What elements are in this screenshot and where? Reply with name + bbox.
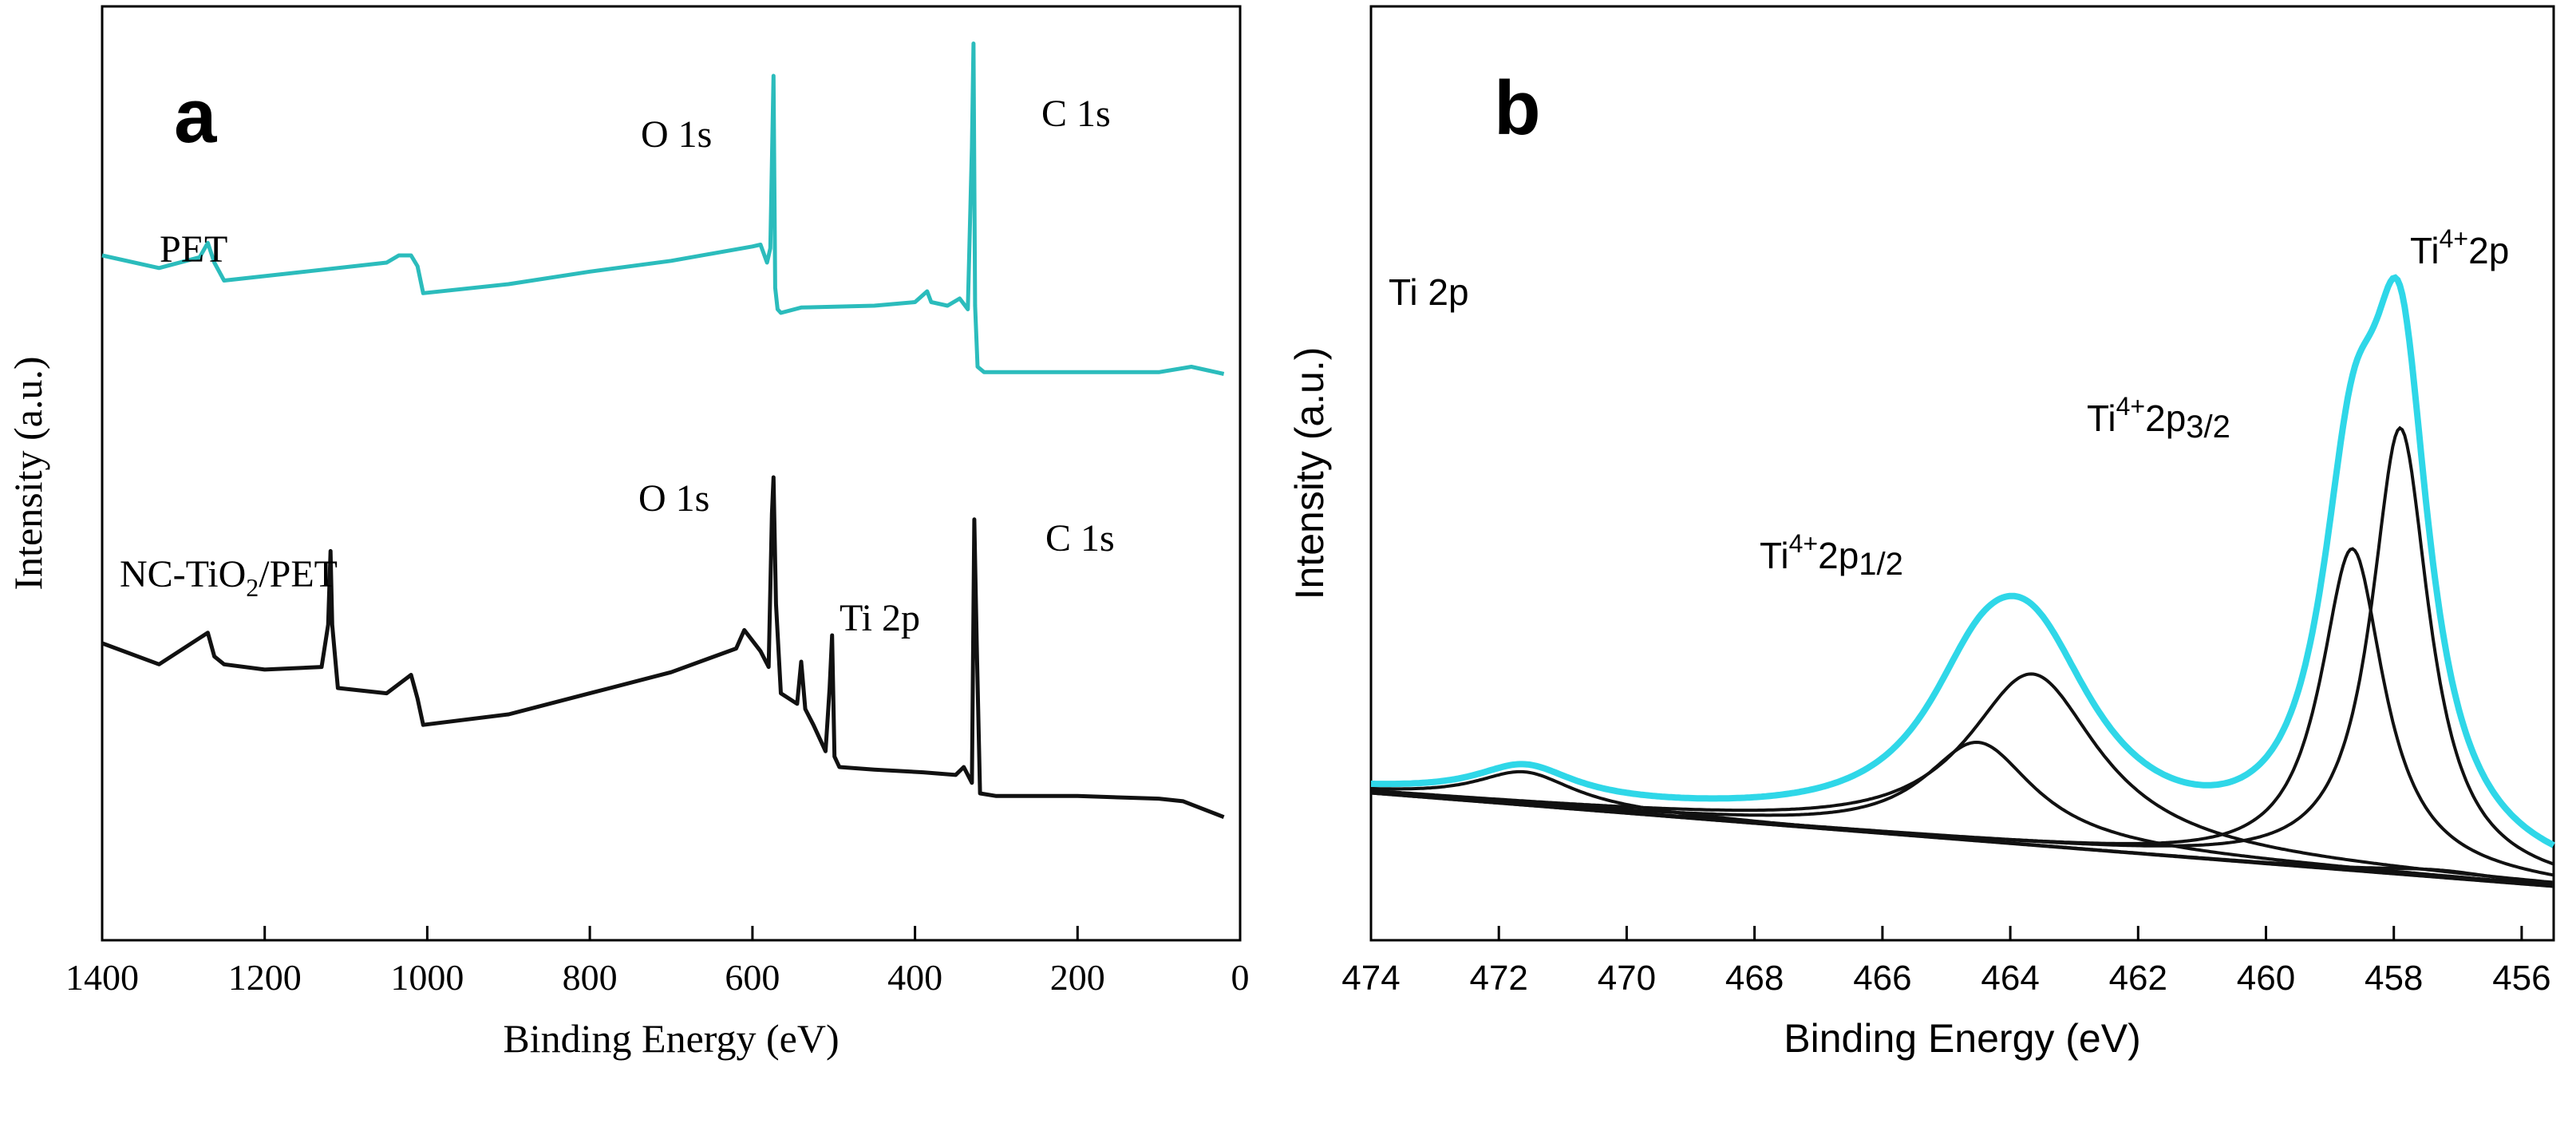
pet-spectrum-line (101, 42, 1225, 376)
panel-b-tick-label-8: 458 (2365, 959, 2423, 998)
ti2p-label-a: Ti 2p (840, 597, 920, 639)
panel-b-tick-label-3: 468 (1725, 959, 1784, 998)
panel-b-x-axis: 474 472 470 468 466 464 462 460 458 456 (1341, 926, 2551, 998)
panel-b-label: b (1494, 65, 1541, 151)
panel-b-tick-9: 456 (2492, 926, 2551, 998)
panel-a-tick-5: 400 (887, 926, 942, 998)
c1s-label-bottom: C 1s (1045, 517, 1115, 560)
ti4-2p-label: Ti4+2p (2410, 224, 2509, 271)
nc-tio2-prefix: NC-TiO (120, 553, 246, 595)
panel-a-tick-label-4: 600 (725, 957, 780, 998)
panel-a-frame (101, 5, 1242, 942)
panel-b-y-axis-title: Intensity (a.u.) (1287, 347, 1332, 600)
panel-a-tick-label-2: 1000 (390, 957, 464, 998)
panel-a-tick-label-3: 800 (563, 957, 618, 998)
nc-tio2-pet-spectrum-line (101, 475, 1225, 820)
ti2p12-component-a-line (1370, 672, 2554, 884)
pet-label: PET (160, 228, 227, 271)
panel-a-y-axis-title: Intensity (a.u.) (6, 357, 50, 591)
panel-a-tick-label-7: 0 (1231, 957, 1250, 998)
ti4-2p12-2p: 2p (1818, 535, 1859, 576)
ti4-2p-ti: Ti (2410, 230, 2440, 271)
ti4-2p12-ti: Ti (1760, 535, 1789, 576)
small-satellite-component-line (1370, 791, 2554, 886)
panel-b: b Ti 2p Ti4+2p Ti4+2p3/2 Ti4+2p1/2 474 4… (1287, 5, 2555, 1061)
ti4-2p-2p: 2p (2468, 230, 2509, 271)
panel-b-series-group (1370, 274, 2555, 888)
nc-tio2-suffix: /PET (259, 553, 338, 595)
panel-a-tick-3: 800 (563, 926, 618, 998)
panel-b-tick-label-4: 466 (1853, 959, 1911, 998)
envelope-line (1371, 274, 2555, 848)
panel-b-x-axis-title: Binding Energy (eV) (1784, 1016, 2140, 1061)
panel-a-x-axis-title: Binding Energy (eV) (503, 1016, 839, 1061)
panel-b-tick-label-6: 462 (2109, 959, 2167, 998)
panel-b-tick-label-0: 474 (1341, 959, 1400, 998)
nc-tio2-subscript: 2 (246, 573, 259, 602)
ti4-2p-sup: 4+ (2440, 224, 2468, 253)
panel-b-tick-label-2: 470 (1598, 959, 1656, 998)
ti4-2p32-sub: 3/2 (2186, 409, 2230, 445)
panel-b-frame (1369, 5, 2555, 942)
panel-a-label: a (174, 73, 217, 159)
panel-b-tick-label-1: 472 (1469, 959, 1527, 998)
panel-b-tick-5: 464 (1981, 926, 2040, 998)
panel-b-tick-label-7: 460 (2237, 959, 2295, 998)
panel-b-tick-4: 466 (1853, 926, 1912, 998)
ti4-2p32-sup: 4+ (2116, 392, 2145, 421)
panel-b-tick-7: 460 (2237, 926, 2295, 998)
o1s-label-bottom: O 1s (638, 477, 709, 520)
ti2p32-component-b-line (1370, 547, 2554, 877)
c1s-label-top: C 1s (1041, 93, 1111, 135)
panel-a-tick-4: 600 (725, 926, 780, 998)
panel-b-tick-label-9: 456 (2492, 959, 2550, 998)
panel-a-series-group (101, 42, 1225, 820)
panel-a: a PET O 1s C 1s NC-TiO2/PET O 1s Ti 2p C… (6, 5, 1250, 1061)
panel-b-tick-8: 458 (2365, 926, 2423, 998)
ti2p-label-b: Ti 2p (1389, 271, 1469, 313)
panel-a-tick-6: 200 (1050, 926, 1105, 998)
nc-tio2-pet-label: NC-TiO2/PET (120, 553, 338, 602)
o1s-label-top: O 1s (641, 113, 712, 156)
panel-b-tick-6: 462 (2109, 926, 2167, 998)
ti4-2p32-ti: Ti (2087, 397, 2116, 439)
ti4-2p32-2p: 2p (2145, 397, 2186, 439)
panel-a-tick-label-1: 1200 (228, 957, 302, 998)
panel-a-tick-2: 1000 (390, 926, 464, 998)
panel-a-tick-7: 0 (1231, 926, 1250, 998)
panel-a-tick-label-6: 200 (1050, 957, 1105, 998)
panel-a-x-axis: 1400 1200 1000 800 600 400 200 0 (65, 926, 1250, 998)
ti4-2p12-sub: 1/2 (1859, 547, 1903, 582)
panel-a-tick-1: 1200 (228, 926, 302, 998)
ti4-2p12-sup: 4+ (1789, 529, 1818, 558)
panel-a-tick-label-0: 1400 (65, 957, 139, 998)
panel-b-tick-0: 474 (1341, 926, 1401, 998)
ti4-2p32-label: Ti4+2p3/2 (2087, 392, 2230, 445)
ti4-2p12-label: Ti4+2p1/2 (1760, 529, 1903, 582)
panel-a-tick-0: 1400 (65, 926, 139, 998)
panel-a-tick-label-5: 400 (887, 957, 942, 998)
panel-b-tick-1: 472 (1469, 926, 1528, 998)
panel-b-tick-2: 470 (1598, 926, 1656, 998)
panel-b-tick-3: 468 (1725, 926, 1784, 998)
panel-b-tick-label-5: 464 (1981, 959, 2039, 998)
